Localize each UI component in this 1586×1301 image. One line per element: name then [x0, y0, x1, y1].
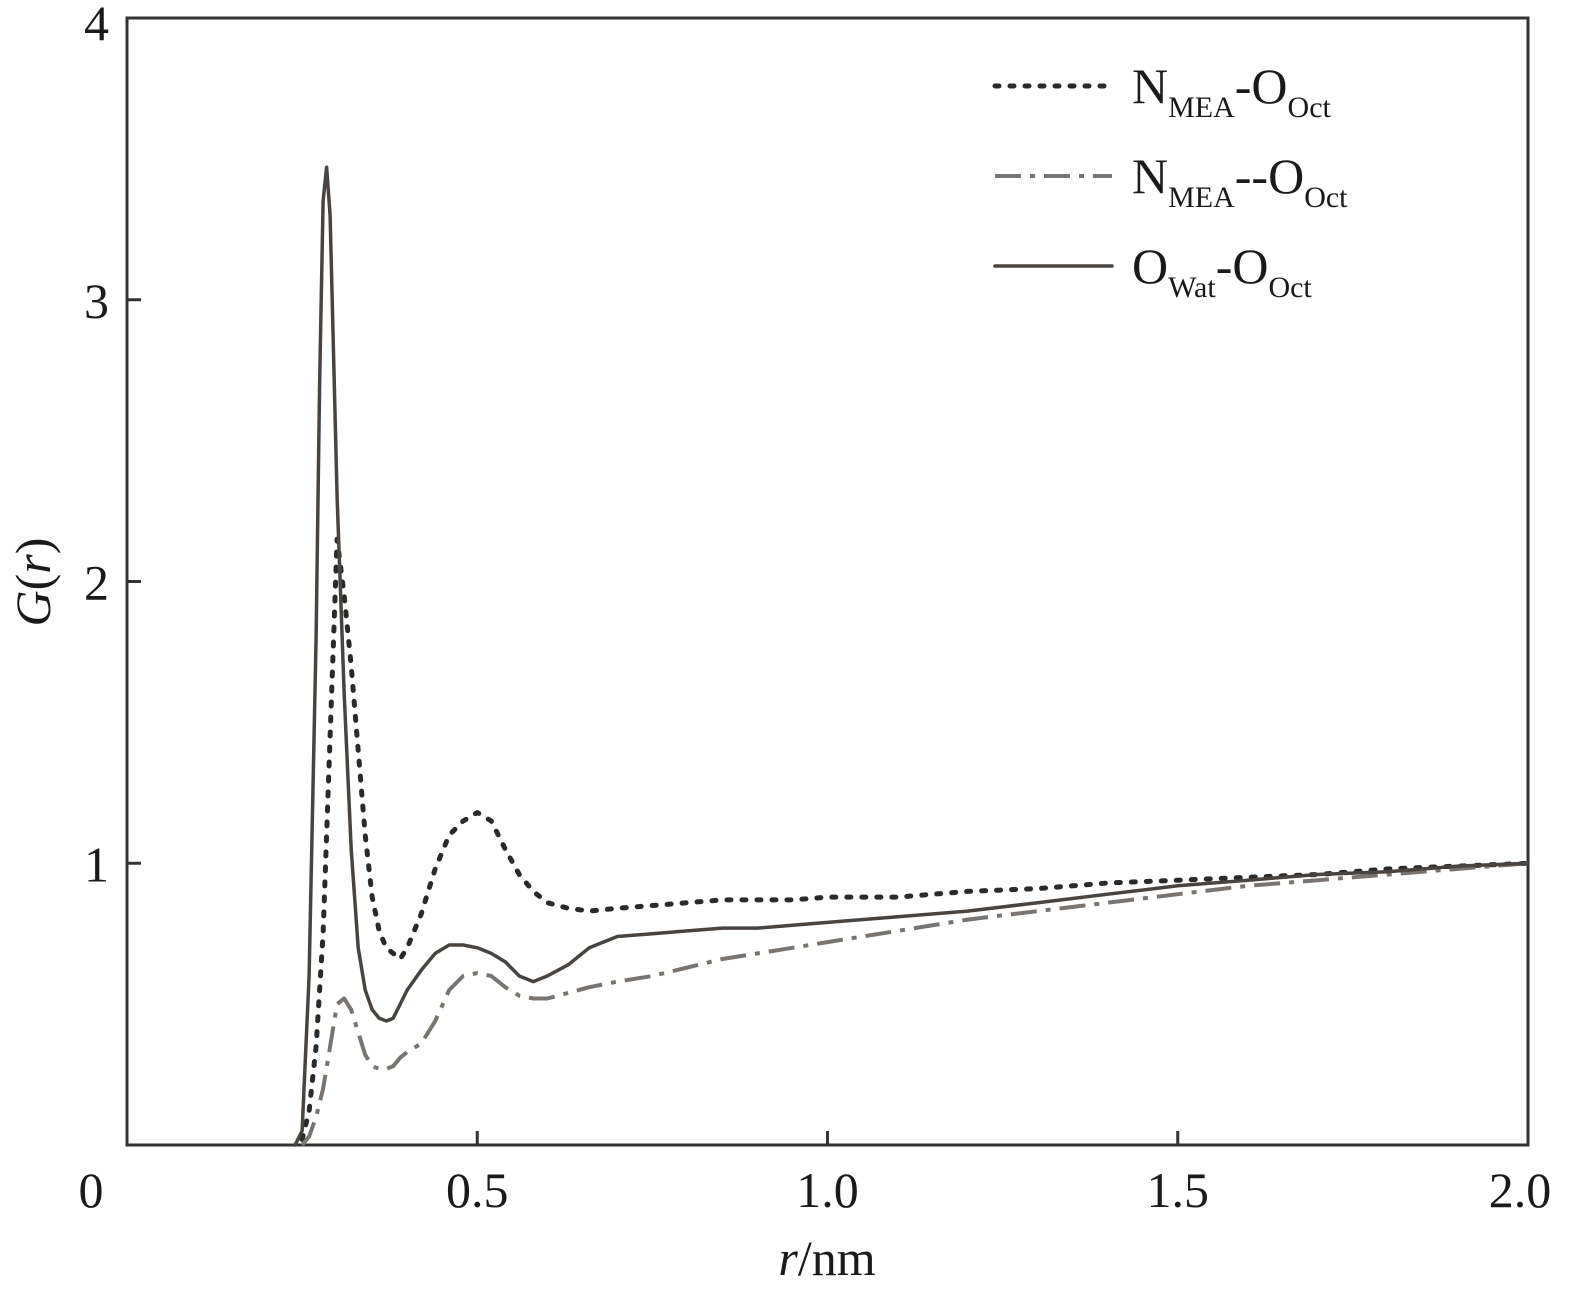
x-tick-label: 0 — [79, 1162, 104, 1218]
y-axis-title: G(r) — [5, 538, 61, 627]
series-line-3 — [293, 165, 1530, 1147]
legend-label-2: NMEA--OOct — [1132, 148, 1348, 214]
series-line-2 — [300, 861, 1529, 1147]
legend: NMEA-OOct NMEA--OOct OWat-OOct — [992, 58, 1348, 304]
x-tick-label: 1.5 — [1147, 1162, 1210, 1218]
y-axis: 1 2 3 4 — [84, 0, 141, 892]
x-tick-label: 2.0 — [1489, 1162, 1552, 1218]
legend-label-1: NMEA-OOct — [1132, 58, 1332, 124]
x-tick-label: 1.0 — [796, 1162, 859, 1218]
x-tick-label: 0.5 — [446, 1162, 509, 1218]
legend-label-3: OWat-OOct — [1132, 238, 1312, 304]
y-tick-label: 3 — [84, 273, 109, 329]
y-tick-label: 4 — [84, 0, 109, 51]
series-layer — [293, 165, 1531, 1147]
y-tick-label: 2 — [84, 555, 109, 611]
x-axis: 0 0.5 1.0 1.5 2.0 — [79, 1131, 1552, 1218]
y-tick-label: 1 — [84, 836, 109, 892]
series-line-1 — [299, 536, 1531, 1142]
x-axis-title: r/nm — [778, 1230, 875, 1286]
